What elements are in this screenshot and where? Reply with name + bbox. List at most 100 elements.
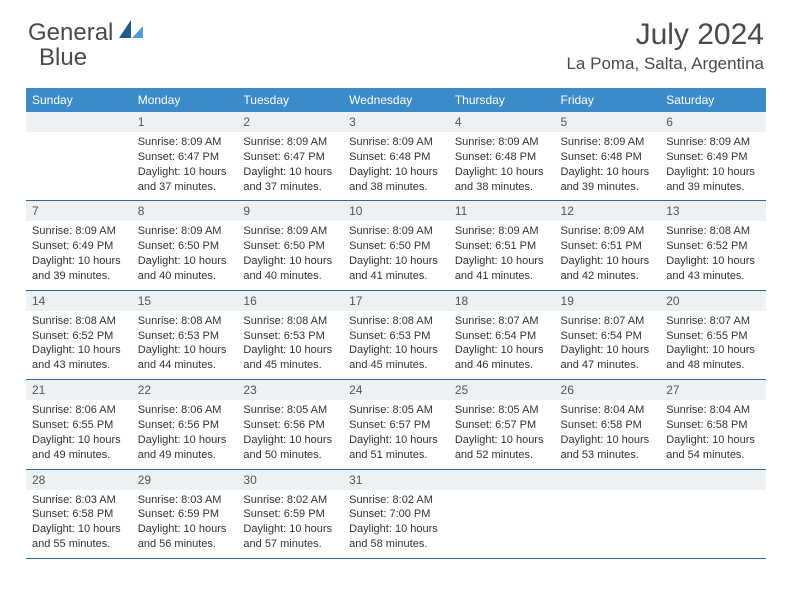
sunrise-line: Sunrise: 8:09 AM xyxy=(455,224,549,239)
day-number: 8 xyxy=(132,201,238,221)
sunset-line: Sunset: 6:57 PM xyxy=(349,418,443,433)
sunset-line: Sunset: 6:58 PM xyxy=(666,418,760,433)
sunset-line: Sunset: 6:50 PM xyxy=(243,239,337,254)
calendar-cell: 5Sunrise: 8:09 AMSunset: 6:48 PMDaylight… xyxy=(555,112,661,201)
daylight-line: Daylight: 10 hours and 40 minutes. xyxy=(243,254,337,284)
calendar-cell: 9Sunrise: 8:09 AMSunset: 6:50 PMDaylight… xyxy=(237,201,343,290)
daylight-line: Daylight: 10 hours and 39 minutes. xyxy=(666,165,760,195)
day-number: 12 xyxy=(555,201,661,221)
day-details: Sunrise: 8:07 AMSunset: 6:55 PMDaylight:… xyxy=(660,311,766,379)
calendar-cell: 14Sunrise: 8:08 AMSunset: 6:52 PMDayligh… xyxy=(26,290,132,379)
weekday-header: Saturday xyxy=(660,88,766,112)
daylight-line: Daylight: 10 hours and 37 minutes. xyxy=(138,165,232,195)
sunset-line: Sunset: 6:48 PM xyxy=(455,150,549,165)
calendar-cell: 12Sunrise: 8:09 AMSunset: 6:51 PMDayligh… xyxy=(555,201,661,290)
sunset-line: Sunset: 6:49 PM xyxy=(666,150,760,165)
sunset-line: Sunset: 6:56 PM xyxy=(243,418,337,433)
daylight-line: Daylight: 10 hours and 45 minutes. xyxy=(349,343,443,373)
day-number: 19 xyxy=(555,291,661,311)
daylight-line: Daylight: 10 hours and 37 minutes. xyxy=(243,165,337,195)
sunrise-line: Sunrise: 8:04 AM xyxy=(561,403,655,418)
title-block: July 2024 La Poma, Salta, Argentina xyxy=(566,18,764,74)
sunrise-line: Sunrise: 8:09 AM xyxy=(32,224,126,239)
sunrise-line: Sunrise: 8:08 AM xyxy=(138,314,232,329)
daylight-line: Daylight: 10 hours and 45 minutes. xyxy=(243,343,337,373)
daylight-line: Daylight: 10 hours and 38 minutes. xyxy=(455,165,549,195)
daylight-line: Daylight: 10 hours and 39 minutes. xyxy=(561,165,655,195)
daylight-line: Daylight: 10 hours and 49 minutes. xyxy=(138,433,232,463)
sunrise-line: Sunrise: 8:02 AM xyxy=(243,493,337,508)
sunrise-line: Sunrise: 8:03 AM xyxy=(32,493,126,508)
sunrise-line: Sunrise: 8:09 AM xyxy=(138,135,232,150)
weekday-header: Tuesday xyxy=(237,88,343,112)
daylight-line: Daylight: 10 hours and 51 minutes. xyxy=(349,433,443,463)
day-details: Sunrise: 8:05 AMSunset: 6:56 PMDaylight:… xyxy=(237,400,343,468)
day-details: Sunrise: 8:09 AMSunset: 6:47 PMDaylight:… xyxy=(237,132,343,200)
calendar-cell: 17Sunrise: 8:08 AMSunset: 6:53 PMDayligh… xyxy=(343,290,449,379)
calendar-cell: 26Sunrise: 8:04 AMSunset: 6:58 PMDayligh… xyxy=(555,380,661,469)
sunrise-line: Sunrise: 8:08 AM xyxy=(349,314,443,329)
logo-text-2: Blue xyxy=(39,44,87,72)
calendar-cell: 29Sunrise: 8:03 AMSunset: 6:59 PMDayligh… xyxy=(132,469,238,558)
day-details: Sunrise: 8:09 AMSunset: 6:48 PMDaylight:… xyxy=(343,132,449,200)
day-details: Sunrise: 8:08 AMSunset: 6:52 PMDaylight:… xyxy=(660,221,766,289)
day-details: Sunrise: 8:08 AMSunset: 6:53 PMDaylight:… xyxy=(132,311,238,379)
calendar-cell: 18Sunrise: 8:07 AMSunset: 6:54 PMDayligh… xyxy=(449,290,555,379)
sunset-line: Sunset: 6:50 PM xyxy=(138,239,232,254)
day-number: 14 xyxy=(26,291,132,311)
calendar-cell: 16Sunrise: 8:08 AMSunset: 6:53 PMDayligh… xyxy=(237,290,343,379)
sunset-line: Sunset: 6:48 PM xyxy=(349,150,443,165)
sunrise-line: Sunrise: 8:05 AM xyxy=(243,403,337,418)
calendar-cell: 22Sunrise: 8:06 AMSunset: 6:56 PMDayligh… xyxy=(132,380,238,469)
calendar-cell xyxy=(449,469,555,558)
sunrise-line: Sunrise: 8:08 AM xyxy=(243,314,337,329)
calendar-week-row: 7Sunrise: 8:09 AMSunset: 6:49 PMDaylight… xyxy=(26,201,766,290)
sunset-line: Sunset: 6:58 PM xyxy=(32,507,126,522)
sunrise-line: Sunrise: 8:08 AM xyxy=(666,224,760,239)
day-number: 20 xyxy=(660,291,766,311)
day-number: 15 xyxy=(132,291,238,311)
calendar-cell: 25Sunrise: 8:05 AMSunset: 6:57 PMDayligh… xyxy=(449,380,555,469)
daylight-line: Daylight: 10 hours and 46 minutes. xyxy=(455,343,549,373)
calendar-cell: 13Sunrise: 8:08 AMSunset: 6:52 PMDayligh… xyxy=(660,201,766,290)
sunrise-line: Sunrise: 8:09 AM xyxy=(349,135,443,150)
sunrise-line: Sunrise: 8:09 AM xyxy=(243,135,337,150)
day-number: 28 xyxy=(26,470,132,490)
empty-day-bar xyxy=(660,470,766,490)
calendar-cell: 21Sunrise: 8:06 AMSunset: 6:55 PMDayligh… xyxy=(26,380,132,469)
calendar-cell: 23Sunrise: 8:05 AMSunset: 6:56 PMDayligh… xyxy=(237,380,343,469)
sunset-line: Sunset: 6:55 PM xyxy=(32,418,126,433)
daylight-line: Daylight: 10 hours and 47 minutes. xyxy=(561,343,655,373)
weekday-header: Thursday xyxy=(449,88,555,112)
day-details: Sunrise: 8:06 AMSunset: 6:56 PMDaylight:… xyxy=(132,400,238,468)
sunrise-line: Sunrise: 8:09 AM xyxy=(666,135,760,150)
month-title: July 2024 xyxy=(566,18,764,52)
sunrise-line: Sunrise: 8:09 AM xyxy=(561,224,655,239)
sunrise-line: Sunrise: 8:06 AM xyxy=(32,403,126,418)
day-details: Sunrise: 8:09 AMSunset: 6:50 PMDaylight:… xyxy=(132,221,238,289)
calendar-cell: 28Sunrise: 8:03 AMSunset: 6:58 PMDayligh… xyxy=(26,469,132,558)
sunset-line: Sunset: 6:59 PM xyxy=(138,507,232,522)
sunrise-line: Sunrise: 8:09 AM xyxy=(349,224,443,239)
sunrise-line: Sunrise: 8:06 AM xyxy=(138,403,232,418)
day-details: Sunrise: 8:05 AMSunset: 6:57 PMDaylight:… xyxy=(343,400,449,468)
day-number: 9 xyxy=(237,201,343,221)
calendar-cell xyxy=(660,469,766,558)
calendar-cell: 24Sunrise: 8:05 AMSunset: 6:57 PMDayligh… xyxy=(343,380,449,469)
daylight-line: Daylight: 10 hours and 56 minutes. xyxy=(138,522,232,552)
day-details: Sunrise: 8:03 AMSunset: 6:59 PMDaylight:… xyxy=(132,490,238,558)
calendar-cell: 15Sunrise: 8:08 AMSunset: 6:53 PMDayligh… xyxy=(132,290,238,379)
day-number: 27 xyxy=(660,380,766,400)
weekday-header-row: SundayMondayTuesdayWednesdayThursdayFrid… xyxy=(26,88,766,112)
sunrise-line: Sunrise: 8:07 AM xyxy=(455,314,549,329)
day-details: Sunrise: 8:06 AMSunset: 6:55 PMDaylight:… xyxy=(26,400,132,468)
sunrise-line: Sunrise: 8:05 AM xyxy=(349,403,443,418)
weekday-header: Friday xyxy=(555,88,661,112)
day-details: Sunrise: 8:09 AMSunset: 6:50 PMDaylight:… xyxy=(237,221,343,289)
daylight-line: Daylight: 10 hours and 41 minutes. xyxy=(349,254,443,284)
sunset-line: Sunset: 6:51 PM xyxy=(455,239,549,254)
day-details: Sunrise: 8:09 AMSunset: 6:48 PMDaylight:… xyxy=(555,132,661,200)
weekday-header: Monday xyxy=(132,88,238,112)
weekday-header: Sunday xyxy=(26,88,132,112)
day-details: Sunrise: 8:04 AMSunset: 6:58 PMDaylight:… xyxy=(555,400,661,468)
